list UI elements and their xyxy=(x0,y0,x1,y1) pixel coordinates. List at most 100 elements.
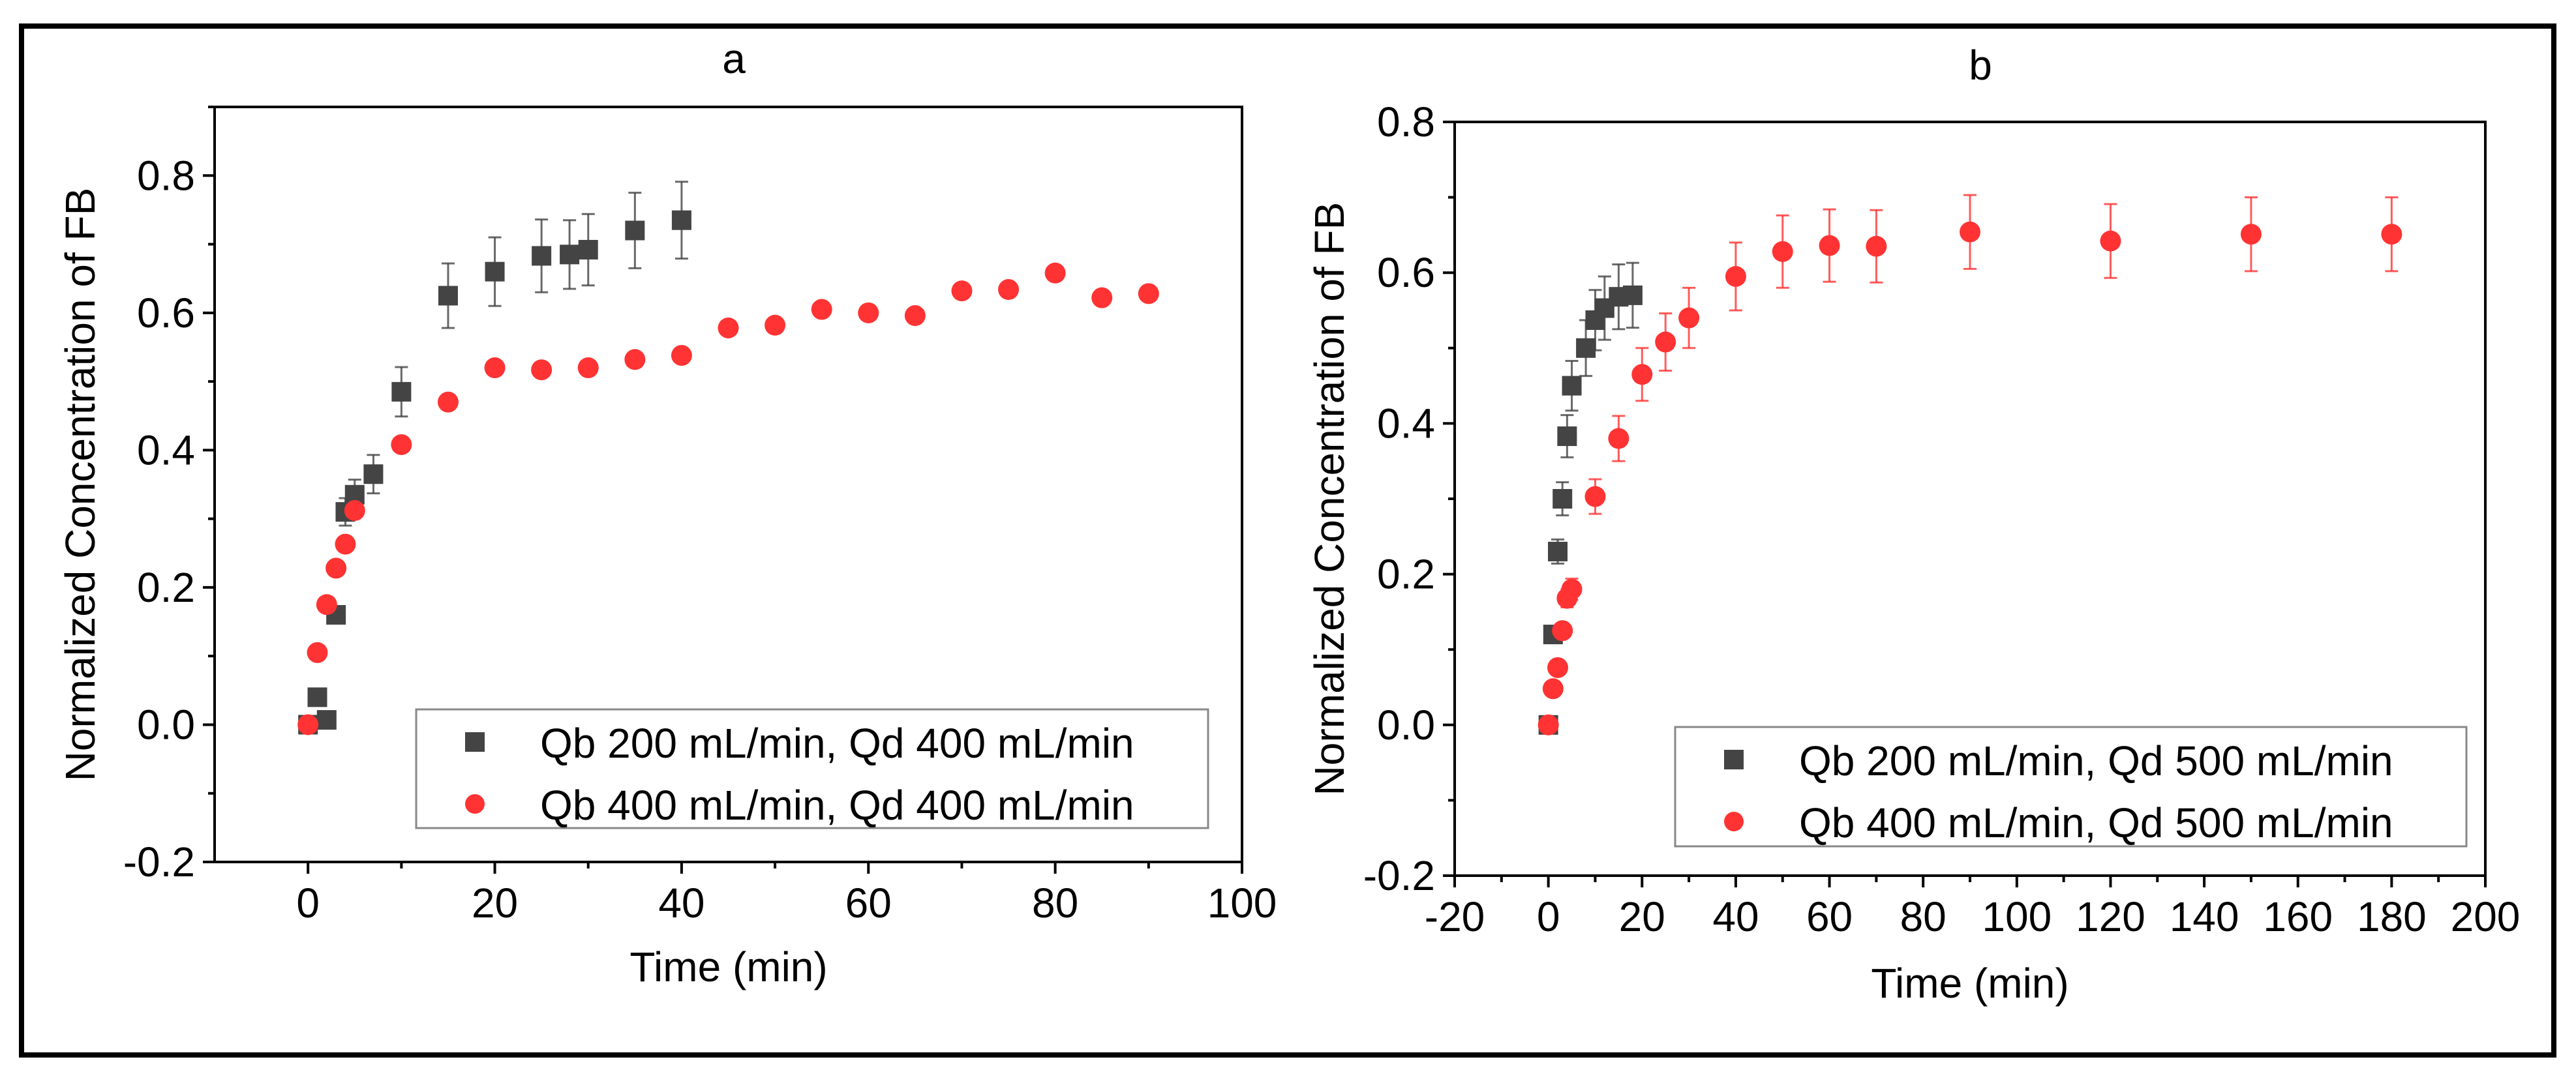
data-point-circle xyxy=(437,391,459,413)
data-point-square xyxy=(391,381,412,402)
legend-marker-circle xyxy=(465,794,485,814)
data-point-circle xyxy=(1725,265,1746,287)
data-point-circle xyxy=(2381,224,2402,245)
x-tick-label: 60 xyxy=(845,880,892,927)
y-axis-title: Normalized Concentration of FB xyxy=(1306,202,1353,796)
data-point-circle xyxy=(1608,428,1629,449)
series-1 xyxy=(297,262,1159,735)
data-point-square xyxy=(1562,376,1582,396)
legend-marker-square xyxy=(465,732,485,752)
data-point-circle xyxy=(858,302,879,323)
y-tick-label: 0.0 xyxy=(137,701,195,748)
data-point-circle xyxy=(1655,331,1676,353)
x-axis-title: Time (min) xyxy=(629,943,827,990)
legend-label: Qb 400 mL/min, Qd 500 mL/min xyxy=(1799,799,2393,846)
y-tick-label: 0.4 xyxy=(1377,400,1435,447)
data-point-circle xyxy=(811,299,832,320)
data-point-circle xyxy=(297,714,319,735)
x-tick-label: -20 xyxy=(1425,893,1485,940)
data-point-square xyxy=(1548,541,1568,561)
x-tick-label: 40 xyxy=(1712,893,1759,940)
legend-label: Qb 200 mL/min, Qd 500 mL/min xyxy=(1799,737,2393,784)
x-axis-title: Time (min) xyxy=(1871,960,2068,1007)
x-tick-label: 20 xyxy=(1619,893,1665,940)
x-tick-label: 100 xyxy=(1207,880,1277,927)
legend-box xyxy=(1674,726,2468,848)
data-point-circle xyxy=(344,500,365,522)
figure-border xyxy=(19,23,2556,1058)
data-point-square xyxy=(671,210,691,230)
data-point-circle xyxy=(1547,657,1568,678)
data-point-circle xyxy=(718,317,739,338)
data-point-circle xyxy=(1584,486,1606,507)
data-point-circle xyxy=(1538,714,1559,735)
data-point-circle xyxy=(1819,235,1840,256)
data-point-circle xyxy=(1561,578,1583,600)
legend-marker-circle xyxy=(1724,812,1744,831)
series-1 xyxy=(1538,194,2402,735)
legend-marker-square xyxy=(1724,750,1744,769)
x-tick-label: 200 xyxy=(2451,893,2521,940)
data-point-circle xyxy=(1960,221,1980,243)
x-tick-label: 20 xyxy=(472,880,518,927)
data-point-circle xyxy=(531,359,553,381)
y-tick-label: 0.2 xyxy=(137,564,195,611)
x-tick-label: 160 xyxy=(2263,893,2333,940)
data-point-square xyxy=(625,220,645,241)
data-point-circle xyxy=(1866,235,1887,257)
data-point-circle xyxy=(316,594,337,616)
chart-panel-b: b -20 0 20 40 60 80 100 120 140 160 180 200 -0.2 0.0 0.… xyxy=(1306,42,2520,1007)
legend-label: Qb 400 mL/min, Qd 400 mL/min xyxy=(540,782,1134,829)
data-point-circle xyxy=(577,357,599,379)
panel-title: b xyxy=(1969,42,1992,89)
data-point-circle xyxy=(326,557,347,579)
x-tick-label: 80 xyxy=(1900,893,1947,940)
x-tick-label: 40 xyxy=(658,880,705,927)
y-tick-label: 0.6 xyxy=(137,289,195,336)
data-point-circle xyxy=(1044,262,1066,284)
data-point-square xyxy=(363,464,384,484)
data-point-square xyxy=(316,710,337,730)
data-point-circle xyxy=(2100,230,2121,252)
legend: Qb 200 mL/min, Qd 500 mL/min Qb 400 mL/mi… xyxy=(1674,726,2468,848)
x-tick-label: 180 xyxy=(2357,893,2427,940)
x-tick-label: 120 xyxy=(2076,893,2145,940)
data-point-circle xyxy=(624,349,646,370)
y-tick-label: 0.6 xyxy=(1377,249,1435,296)
data-point-circle xyxy=(998,279,1020,301)
panel-title: a xyxy=(722,35,746,82)
data-point-square xyxy=(1622,285,1643,305)
x-tick-label: 0 xyxy=(296,880,320,927)
data-point-circle xyxy=(671,345,692,366)
data-point-square xyxy=(307,687,327,707)
chart-panel-a: a 0 20 40 60 80 100 -0.2 0.0 0.2 0.4 0.6 0.8 Time (mi… xyxy=(57,35,1277,990)
data-point-circle xyxy=(1772,241,1793,262)
y-tick-label: 0.0 xyxy=(1377,702,1435,749)
data-point-square xyxy=(438,286,458,306)
x-tick-label: 80 xyxy=(1032,880,1078,927)
x-tick-label: 60 xyxy=(1806,893,1853,940)
y-tick-label: 0.8 xyxy=(137,152,195,199)
y-axis-title: Normalized Concentration of FB xyxy=(57,188,104,782)
data-point-square xyxy=(1553,489,1573,509)
y-tick-label: 0.8 xyxy=(1377,98,1435,145)
data-point-circle xyxy=(1091,287,1113,308)
data-point-circle xyxy=(765,314,786,336)
legend: Qb 200 mL/min, Qd 400 mL/min Qb 400 mL/mi… xyxy=(415,708,1209,829)
data-point-circle xyxy=(2240,224,2262,245)
x-tick-label: 140 xyxy=(2170,893,2239,940)
plot-frame xyxy=(213,106,1243,863)
data-point-circle xyxy=(1138,283,1159,304)
legend-label: Qb 200 mL/min, Qd 400 mL/min xyxy=(540,720,1134,767)
data-point-circle xyxy=(335,533,356,555)
data-point-circle xyxy=(1631,364,1653,385)
y-tick-label: -0.2 xyxy=(123,838,195,885)
x-tick-label: 0 xyxy=(1537,893,1560,940)
data-point-circle xyxy=(484,357,506,379)
data-point-circle xyxy=(904,305,926,327)
data-point-circle xyxy=(951,280,973,302)
y-tick-label: 0.2 xyxy=(1377,551,1435,598)
data-point-square xyxy=(560,245,580,265)
